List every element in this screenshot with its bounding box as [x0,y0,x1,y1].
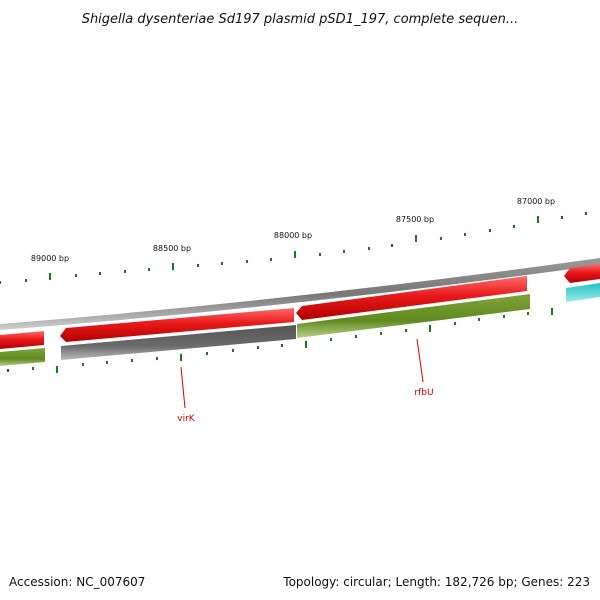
gene-label-virk[interactable]: virK [177,414,196,424]
accession-text: Accession: NC_007607 [9,575,145,589]
gene-cds-olive[interactable] [0,348,45,366]
backbone-ring [0,258,600,330]
forward-strand-track [0,264,600,349]
map-title: Shigella dysenteriae Sd197 plasmid pSD1_… [82,12,519,27]
tick-ring [0,212,587,284]
gene-leader-line [416,338,424,383]
inner-tick-ring [7,308,553,373]
tick-label: 88500 bp [153,244,191,253]
gene-cds-red[interactable] [296,276,527,320]
gene-cds-red[interactable] [60,308,294,342]
summary-text: Topology: circular; Length: 182,726 bp; … [282,575,590,589]
gene-cds-red[interactable] [0,331,44,349]
reverse-strand-track [0,283,600,366]
gene-cds-olive[interactable] [297,294,530,338]
tick-label: 87000 bp [517,197,555,206]
gene-leader-line [180,366,186,409]
feature-cyan[interactable] [566,283,600,302]
gene-cds-gray[interactable] [61,325,296,360]
tick-label: 87500 bp [396,215,434,224]
gene-label-rfbu[interactable]: rfbU [414,388,433,398]
gene-cds-red[interactable] [564,264,600,283]
tick-label: 89000 bp [31,254,69,263]
tick-label: 88000 bp [274,231,312,240]
